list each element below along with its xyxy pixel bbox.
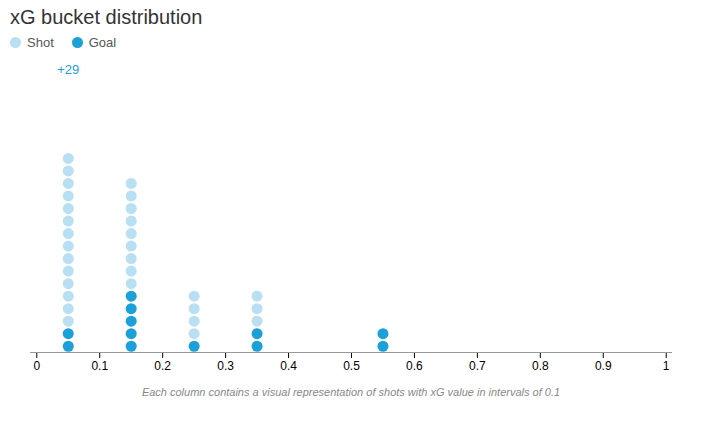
html-text:Goal: Goal [88,35,117,50]
svg-text:0: 0 [33,359,40,373]
svg-text:0.3: 0.3 [217,359,234,373]
html-text:xG bucket distribution: xG bucket distribution [10,6,203,28]
svg-text:0.6: 0.6 [406,359,423,373]
svg-text:0.8: 0.8 [532,359,549,373]
svg-text:0.1: 0.1 [91,359,108,373]
html-text:Shot: Shot [27,35,54,50]
svg-text:+29: +29 [57,62,79,77]
svg-text:1: 1 [663,359,670,373]
html-text:Each column contains a visual: Each column contains a visual representa… [141,386,561,398]
svg-text:0.2: 0.2 [154,359,171,373]
svg-text:0.7: 0.7 [469,359,486,373]
svg-text:0.4: 0.4 [280,359,297,373]
svg-text:0.9: 0.9 [595,359,612,373]
svg-text:0.5: 0.5 [343,359,360,373]
